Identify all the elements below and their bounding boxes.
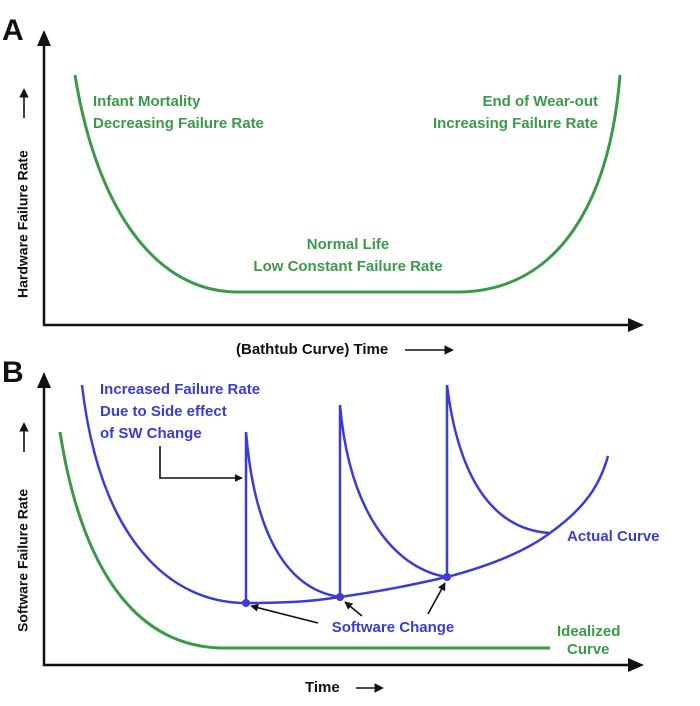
axes	[42, 34, 636, 327]
arrow	[344, 601, 363, 617]
arrowhead	[37, 30, 51, 46]
arrow	[250, 603, 319, 624]
actual-curve	[80, 384, 610, 605]
annotation: Normal Life	[307, 236, 390, 253]
annotation: Increased Failure Rate	[100, 381, 260, 398]
annotation: of SW Change	[100, 425, 202, 442]
annotation: Software Change	[332, 619, 455, 636]
idealized-curve	[58, 431, 550, 650]
arrowhead	[628, 658, 644, 672]
annotation: Increasing Failure Rate	[433, 115, 598, 132]
y-axis-title: Hardware Failure Rate	[15, 88, 31, 298]
change-point	[336, 593, 344, 601]
spike	[338, 404, 448, 597]
arrowhead	[37, 372, 51, 388]
annotation: Low Constant Failure Rate	[253, 258, 442, 275]
panel-label: B	[2, 356, 24, 389]
annotation: Curve	[567, 641, 610, 658]
spike	[445, 384, 551, 577]
annotation: Actual Curve	[567, 528, 660, 545]
annotation: Due to Side effect	[100, 403, 227, 420]
spike	[244, 431, 341, 603]
y-axis-label: Hardware Failure Rate	[15, 150, 31, 298]
y-axis-label: Software Failure Rate	[15, 489, 31, 632]
annotation: Idealized	[557, 623, 620, 640]
arrowhead	[628, 318, 644, 332]
y-axis-title: Software Failure Rate	[15, 422, 31, 632]
x-axis-label: Time	[305, 679, 340, 696]
panel-label: A	[2, 14, 24, 47]
change-point	[443, 573, 451, 581]
x-axis-label: (Bathtub Curve) Time	[236, 341, 388, 358]
axes	[42, 378, 636, 667]
bathtub-curve	[73, 74, 622, 294]
annotation: Infant Mortality	[93, 93, 201, 110]
change-point	[242, 599, 250, 607]
annotation: End of Wear-out	[482, 93, 598, 110]
arrow	[159, 446, 243, 482]
annotation: Decreasing Failure Rate	[93, 115, 264, 132]
arrow	[427, 582, 446, 615]
